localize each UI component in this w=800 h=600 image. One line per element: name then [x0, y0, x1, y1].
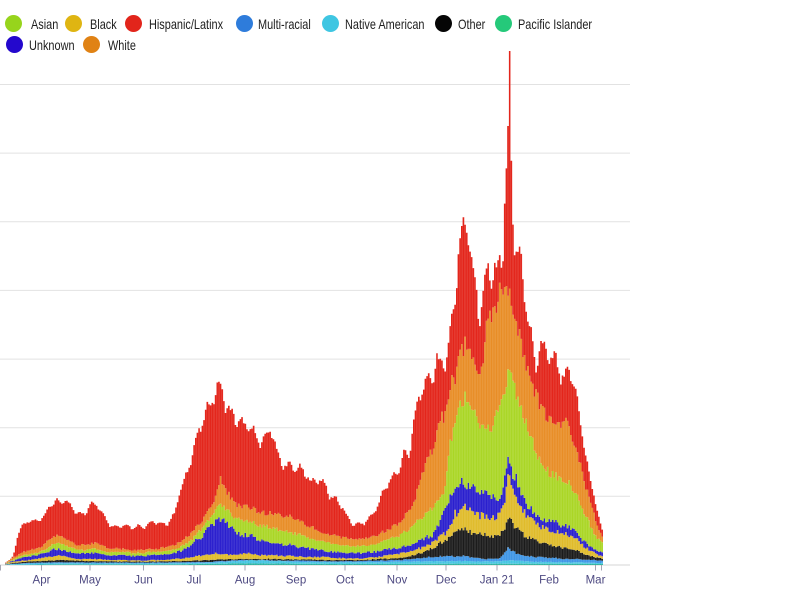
svg-text:Jan 21: Jan 21: [480, 575, 515, 587]
svg-text:Oct: Oct: [336, 575, 355, 587]
svg-text:May: May: [79, 575, 101, 587]
svg-text:Aug: Aug: [235, 575, 255, 587]
svg-text:Jun: Jun: [134, 575, 153, 587]
svg-text:Mar: Mar: [586, 575, 606, 587]
svg-text:Jul: Jul: [187, 575, 202, 587]
svg-text:Dec: Dec: [436, 575, 457, 587]
svg-text:Feb: Feb: [539, 575, 559, 587]
svg-text:Sep: Sep: [286, 575, 306, 587]
svg-text:Apr: Apr: [33, 575, 51, 587]
svg-text:Nov: Nov: [387, 575, 408, 587]
